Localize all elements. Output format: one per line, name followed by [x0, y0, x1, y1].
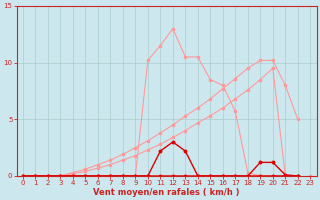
X-axis label: Vent moyen/en rafales ( km/h ): Vent moyen/en rafales ( km/h ) — [93, 188, 240, 197]
